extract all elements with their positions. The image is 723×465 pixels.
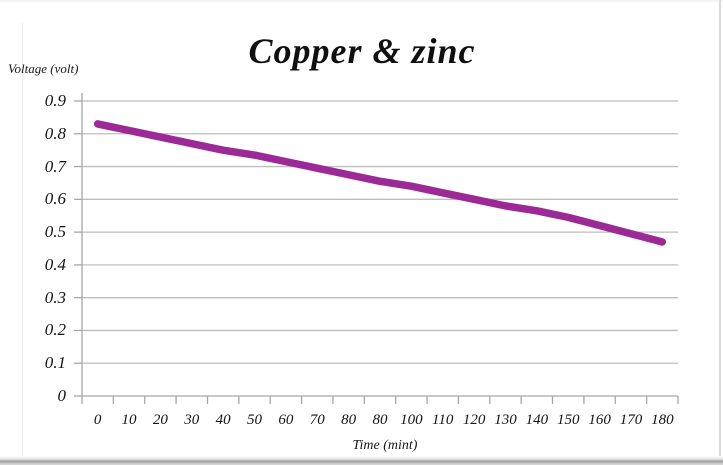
x-tick-label: 70 — [309, 412, 325, 428]
x-tick-label: 10 — [121, 412, 137, 428]
x-tick-label: 80 — [341, 412, 357, 428]
y-tick-label: 0.5 — [44, 222, 66, 242]
y-tick-label: 0.1 — [44, 353, 66, 373]
y-tick-label: 0.2 — [44, 320, 66, 340]
y-tick-label: 0 — [57, 386, 67, 405]
chart-title: Copper & zinc — [248, 31, 476, 71]
y-tick-label: 0.6 — [44, 189, 66, 209]
y-tick-label: 0.9 — [44, 91, 66, 110]
x-tick-label: 50 — [247, 412, 263, 428]
x-tick-label: 160 — [588, 412, 611, 428]
chart-frame-left-border — [22, 23, 23, 457]
window-top-edge — [0, 0, 723, 3]
x-tick-label: 0 — [93, 412, 102, 428]
x-tick-label: 60 — [278, 412, 294, 428]
y-tick-label: 0.4 — [44, 254, 66, 274]
window-right-edge — [719, 0, 721, 465]
x-tick-label: 110 — [432, 412, 454, 428]
window-bottom-edge — [0, 456, 723, 465]
x-tick-label: 180 — [651, 412, 674, 428]
x-tick-label: 150 — [556, 412, 580, 428]
x-axis-title: Time (mint) — [352, 438, 418, 453]
x-tick-label: 20 — [152, 412, 168, 428]
x-tick-label: 40 — [215, 412, 231, 428]
x-tick-label: 100 — [400, 412, 423, 428]
x-tick-label: 170 — [619, 412, 643, 428]
y-tick-label: 0.8 — [44, 123, 66, 143]
y-tick-label: 0.7 — [44, 156, 66, 176]
x-tick-label: 130 — [494, 412, 517, 428]
y-tick-label: 0.3 — [44, 287, 66, 307]
x-tick-label: 80 — [372, 412, 388, 428]
x-tick-label: 120 — [462, 412, 486, 428]
y-axis-title: Voltage (volt) — [8, 61, 79, 76]
x-tick-label: 140 — [525, 412, 549, 428]
series-line — [93, 120, 667, 246]
x-tick-label: 30 — [184, 412, 200, 428]
